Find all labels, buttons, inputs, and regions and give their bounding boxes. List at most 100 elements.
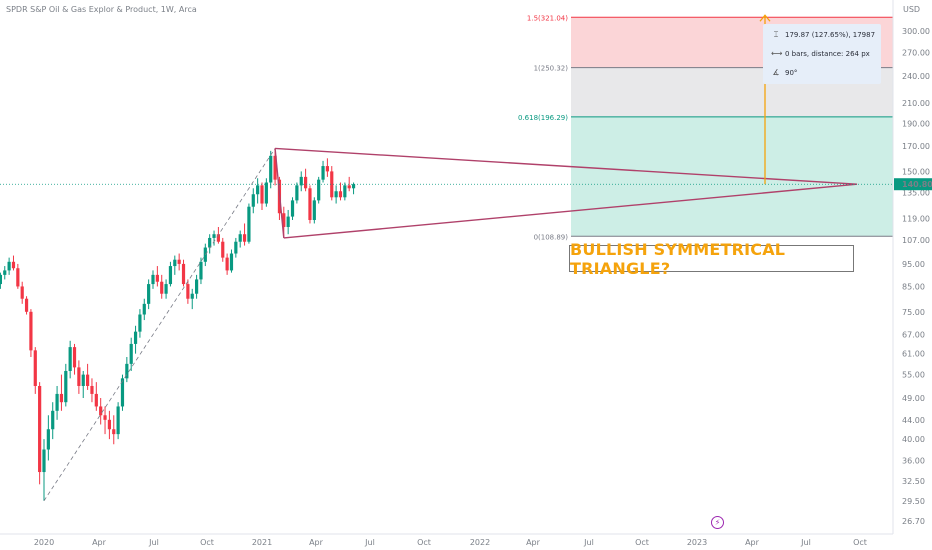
price-tick-18: 40.00 [902,435,925,444]
price-tick-0: 300.00 [902,27,930,36]
angle-icon: ∡ [772,68,780,77]
candle-body-74 [312,200,316,221]
time-tick-11: Oct [635,538,649,547]
time-tick-13: Apr [745,538,760,547]
candle-body-41 [168,266,173,285]
candle-body-5 [11,261,16,269]
price-tick-22: 26.70 [902,517,925,526]
price-tick-12: 75.00 [902,308,925,317]
candle-body-14 [51,410,55,430]
candle-body-37 [151,274,155,285]
candle-body-50 [208,237,212,248]
candle-body-25 [99,406,103,416]
candle-body-39 [160,281,164,294]
candle-body-62 [260,185,264,204]
price-tick-10: 95.00 [902,260,925,269]
candle-body-35 [142,303,146,315]
candle-body-48 [199,261,203,280]
price-tick-20: 32.50 [902,477,925,486]
candle-body-12 [42,449,46,473]
candle-body-30 [120,378,125,407]
time-tick-3: Oct [200,538,214,547]
currency-label: USD [903,5,920,14]
candle-body-69 [290,200,295,217]
measure-angle: 90° [785,68,798,77]
price-tick-1: 270.00 [902,48,930,57]
last-price-value: 140.80 [902,180,932,189]
triangle-base-line [274,148,285,239]
time-tick-7: Oct [417,538,431,547]
candle-body-55 [229,253,234,271]
candle-body-71 [299,176,303,186]
price-tick-21: 29.50 [902,497,925,506]
candle-body-18 [68,347,72,371]
candle-body-45 [186,284,190,299]
measure-range: 179.87 (127.65%), 17987 [785,31,876,39]
price-axis[interactable]: USD 300.00 270.00 240.00 210.00 190.00 170.00 1… [892,0,932,534]
candle-body-44 [181,263,186,285]
candle-body-80 [338,191,343,198]
candle-body-79 [334,191,338,198]
fib-label-2: 0.618(196.29) [518,114,568,122]
price-tick-2: 240.00 [902,72,930,81]
candle-body-46 [190,293,194,299]
candle-body-68 [286,216,290,227]
candle-body-77 [325,166,329,172]
time-tick-8: 2022 [470,538,490,547]
price-tick-16: 49.00 [902,394,925,403]
candle-body-13 [46,429,50,450]
candlestick-series [0,148,356,501]
time-tick-2: Jul [148,538,159,547]
candle-body-65 [273,155,277,180]
triangle-annotation[interactable]: BULLISH SYMMETRICAL TRIANGLE? [569,240,854,278]
candle-body-38 [155,274,159,282]
candle-body-61 [256,185,260,195]
candle-body-59 [247,206,251,242]
candle-body-83 [351,184,356,189]
candle-body-15 [55,393,59,411]
price-tick-4: 190.00 [902,120,930,129]
candle-body-73 [308,188,312,221]
candle-body-51 [212,234,216,238]
time-tick-10: Jul [583,538,594,547]
candle-body-53 [221,241,225,258]
lightning-icon[interactable]: ⚡ [711,516,724,529]
trend-line-dashed [43,148,276,502]
time-tick-9: Apr [526,538,541,547]
candle-body-19 [72,347,77,368]
time-axis[interactable]: 2020 Apr Jul Oct 2021 Apr Jul Oct 2022 Apr Jul Oct 2… [0,533,893,547]
fib-label-1: 1(250.32) [534,65,569,73]
candle-body-43 [177,259,181,264]
candle-body-72 [304,176,308,189]
candle-body-17 [64,370,68,403]
time-tick-14: Jul [800,538,811,547]
candle-body-47 [195,279,199,294]
price-tick-3: 210.00 [902,99,930,108]
fib-label-3: 0(108.89) [534,233,569,241]
candle-body-75 [317,179,321,201]
measure-info-box: ⌶ 179.87 (127.65%), 17987 ⟷ 0 bars, dist… [763,24,881,84]
candle-body-11 [38,385,42,473]
candle-body-36 [147,284,151,304]
price-tick-13: 67.00 [902,331,925,340]
candle-body-28 [112,429,116,435]
candle-body-4 [7,261,11,271]
candle-body-76 [321,166,325,180]
bars-icon: ⟷ [771,49,783,58]
candle-body-64 [269,155,273,183]
candle-body-2 [0,274,2,285]
time-tick-5: Apr [309,538,324,547]
candle-body-32 [129,343,133,364]
range-icon: ⌶ [773,30,779,39]
candle-body-63 [264,182,268,204]
candle-body-70 [295,185,299,201]
candle-body-27 [107,419,111,430]
candle-body-10 [33,350,37,386]
candle-body-78 [330,171,334,198]
candle-body-52 [216,234,220,242]
candle-body-31 [125,363,129,379]
price-tick-15: 55.00 [902,371,925,380]
price-tick-8: 119.00 [902,214,930,223]
chart-title: SPDR S&P Oil & Gas Explor & Product, 1W,… [6,5,197,14]
time-tick-0: 2020 [34,538,54,547]
